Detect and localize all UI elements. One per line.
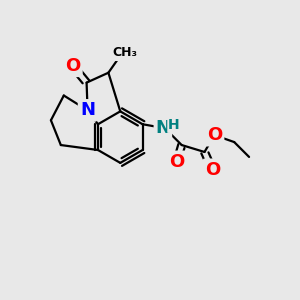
Text: O: O xyxy=(169,153,184,171)
Text: N: N xyxy=(80,101,95,119)
Text: O: O xyxy=(65,57,80,75)
Text: O: O xyxy=(207,126,222,144)
Text: CH₃: CH₃ xyxy=(113,46,138,59)
Text: O: O xyxy=(205,161,220,179)
Text: H: H xyxy=(168,118,180,132)
Text: N: N xyxy=(155,119,170,137)
